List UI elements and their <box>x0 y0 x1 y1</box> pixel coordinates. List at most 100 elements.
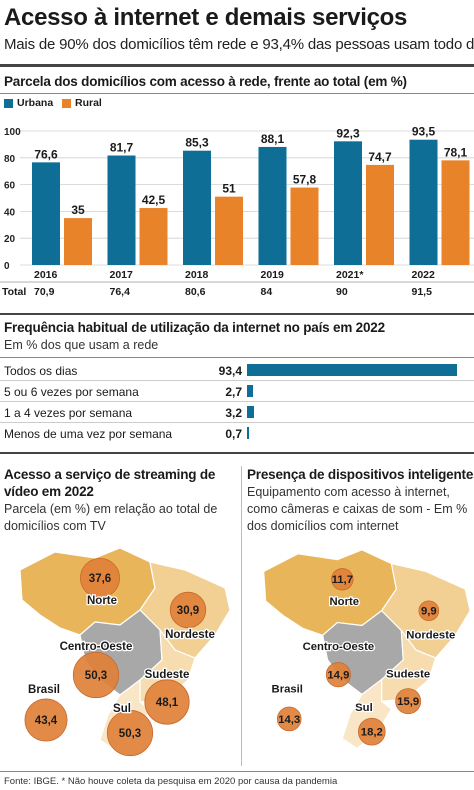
bar-value-label: 42,5 <box>142 193 166 207</box>
x-tick-label: 2021* <box>336 269 364 281</box>
bubble-sudeste <box>395 688 422 715</box>
legend-swatch-rural <box>62 98 71 108</box>
freq-bar <box>247 406 255 418</box>
bubble-value: 14,3 <box>278 714 300 726</box>
total-value: 90 <box>336 286 348 298</box>
bubble-nordeste <box>418 600 440 622</box>
bubble-norte <box>331 568 354 591</box>
footer-source: Fonte: IBGE. * Não houve coleta da pesqu… <box>4 776 338 787</box>
bar-urbana <box>258 146 287 265</box>
freq-bar <box>247 385 254 397</box>
y-tick-label: 20 <box>4 234 16 245</box>
freq-row-divider <box>0 401 474 402</box>
freq-divider <box>0 357 474 358</box>
freq-value: 0,7 <box>225 426 242 441</box>
bubble-value: 11,7 <box>332 574 353 586</box>
bar-value-label: 76,6 <box>34 147 58 161</box>
bar-urbana <box>32 162 60 265</box>
region-label: Norte <box>330 596 360 608</box>
bubble-sul <box>106 709 154 757</box>
map-left: 37,6 Norte 30,9 Nordeste 50,3 Centro-Oeste 48,… <box>19 547 231 757</box>
legend-rural: Rural <box>62 97 102 109</box>
bubble-nordeste <box>169 591 207 629</box>
bar-value-label: 85,3 <box>185 136 209 150</box>
y-tick-label: 60 <box>4 181 16 192</box>
freq-value: 2,7 <box>225 384 242 399</box>
page-subtitle: Mais de 90% dos domicílios têm rede e 93… <box>4 36 474 53</box>
freq-label: 1 a 4 vezes por semana <box>4 405 133 420</box>
region-label: Sudeste <box>386 669 430 681</box>
footer-divider <box>0 771 474 772</box>
freq-label: 5 ou 6 vezes por semana <box>4 384 139 399</box>
bubble-value: 37,6 <box>89 573 111 585</box>
region-label: Centro-Oeste <box>60 641 133 653</box>
bubble-centro-oeste <box>325 662 351 688</box>
bubble-value: 43,4 <box>35 715 58 727</box>
bubble-centro-oeste <box>72 651 120 699</box>
region-label: Brasil <box>272 683 303 695</box>
map-left-subtitle: Parcela (em %) em relação ao total de do… <box>4 502 218 533</box>
freq-value: 3,2 <box>225 405 242 420</box>
map-right-title: Presença de dispositivos inteligentes <box>247 467 474 482</box>
y-tick-label: 40 <box>4 207 16 218</box>
bubble-brasil <box>24 698 68 742</box>
freq-row: 5 ou 6 vezes por semana 2,7 <box>0 381 474 402</box>
bubble-value: 9,9 <box>421 606 437 618</box>
region-label: Norte <box>87 595 117 607</box>
legend-urbana: Urbana <box>4 97 53 109</box>
freq-label: Menos de uma vez por semana <box>4 426 173 441</box>
bar-rural <box>215 196 243 265</box>
freq-bar <box>247 364 457 376</box>
y-tick-label: 0 <box>4 261 10 272</box>
region-label: Sudeste <box>145 669 190 681</box>
bar-value-label: 78,1 <box>444 145 468 159</box>
region-label: Centro-Oeste <box>303 641 375 653</box>
region-label: Nordeste <box>165 629 215 641</box>
bubble-value: 30,9 <box>177 605 199 617</box>
freq-row: 1 a 4 vezes por semana 3,2 <box>0 402 474 423</box>
x-tick-label: 2022 <box>412 269 436 281</box>
region-label: Brasil <box>28 684 60 696</box>
total-value: 76,4 <box>110 286 131 298</box>
bubble-norte <box>79 557 121 599</box>
map-left-title: Acesso a serviço de streaming de vídeo e… <box>4 467 216 499</box>
map-right-subtitle: Equipamento com acesso à internet, como … <box>247 485 468 533</box>
y-tick-label: 100 <box>4 127 21 138</box>
bubble-value: 48,1 <box>156 697 179 709</box>
total-row-label: Total <box>2 286 26 298</box>
bar-urbana <box>107 155 136 265</box>
freq-row-divider <box>0 380 474 381</box>
bubble-sul <box>357 717 386 746</box>
bar-urbana <box>183 150 211 265</box>
freq-label: Todos os dias <box>4 363 78 378</box>
x-tick-label: 2018 <box>185 269 209 281</box>
freq-title: Frequência habitual de utilização da int… <box>4 320 385 335</box>
section-divider-2 <box>0 452 474 454</box>
x-tick-label: 2019 <box>261 269 285 281</box>
bar-rural <box>366 164 394 265</box>
page-title: Acesso à internet e demais serviços <box>4 4 408 31</box>
bar-value-label: 57,8 <box>293 173 317 187</box>
map-right: 11,7 Norte 9,9 Nordeste 14,9 Centro-Oeste 15,9… <box>263 549 471 750</box>
bar-urbana <box>409 139 438 265</box>
bar-rural <box>290 187 319 265</box>
bar-value-label: 35 <box>71 203 85 217</box>
freq-bar <box>247 427 249 439</box>
total-value: 84 <box>261 286 273 298</box>
bar-chart: 0 20 40 60 80 100 76,6 35 2016 70,9 81,7 42,5 2017 76… <box>0 125 474 298</box>
bar-value-label: 88,1 <box>261 132 285 146</box>
total-value: 80,6 <box>185 286 206 298</box>
x-tick-label: 2016 <box>34 269 58 281</box>
freq-row-divider <box>0 422 474 423</box>
bubble-sudeste <box>144 679 190 725</box>
bar-rural <box>441 160 470 265</box>
bar-urbana <box>334 141 362 265</box>
bar-value-label: 81,7 <box>110 141 134 155</box>
total-value: 91,5 <box>412 286 433 298</box>
bubble-value: 15,9 <box>397 696 419 708</box>
bar-value-label: 93,5 <box>412 125 436 139</box>
bar-rural <box>64 218 92 265</box>
freq-value: 93,4 <box>218 363 242 378</box>
bubble-brasil <box>276 706 302 732</box>
bubble-value: 50,3 <box>85 670 107 682</box>
